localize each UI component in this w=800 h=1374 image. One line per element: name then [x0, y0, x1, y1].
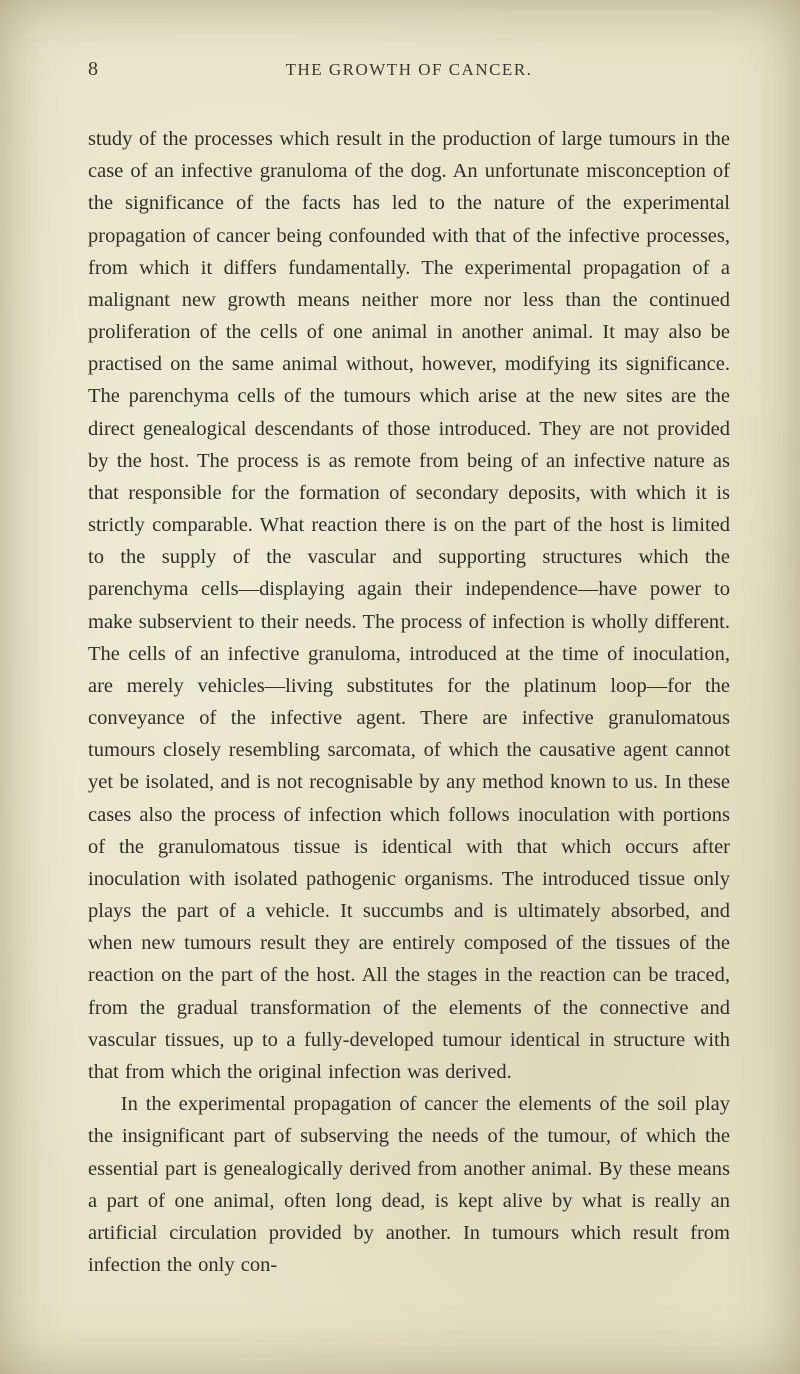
page: 8 THE GROWTH OF CANCER. study of the pro…: [0, 0, 800, 1374]
page-header: 8 THE GROWTH OF CANCER.: [88, 58, 730, 81]
body-text: study of the processes which result in t…: [88, 123, 730, 1281]
paragraph: study of the processes which result in t…: [88, 123, 730, 1088]
paragraph: In the experimental propagation of cance…: [88, 1088, 730, 1281]
page-number: 8: [88, 58, 268, 81]
running-title: THE GROWTH OF CANCER.: [268, 60, 550, 80]
